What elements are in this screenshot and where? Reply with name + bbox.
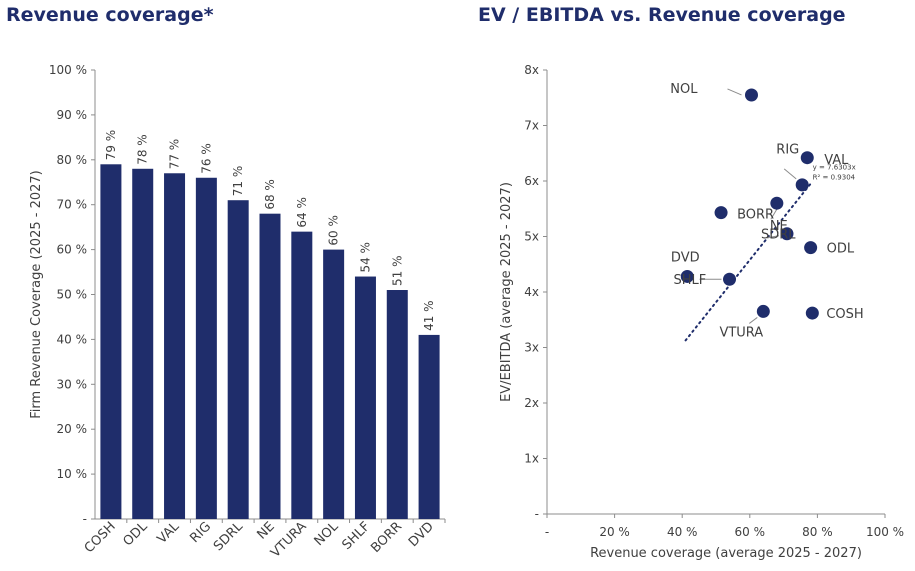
bar-data-label: 78 %: [136, 134, 150, 165]
scatter-y-tick-label: 5x: [524, 230, 539, 244]
scatter-y-tick-label: 2x: [524, 396, 539, 410]
point-leader-line: [766, 235, 780, 239]
scatter-y-tick-label: 1x: [524, 452, 539, 466]
bar-y-tick-label: 60 %: [57, 243, 88, 257]
scatter-y-axis-title: EV/EBITDA (average 2025 - 2027): [499, 182, 514, 402]
bar-y-tick-label: 50 %: [57, 288, 88, 302]
scatter-point: [804, 241, 818, 255]
bar-y-tick-label: 30 %: [57, 377, 88, 391]
scatter-point: [770, 196, 784, 210]
scatter-point-label: BORR: [737, 208, 774, 223]
trendline-r-squared: R² = 0.9304: [813, 174, 856, 182]
bar: [259, 213, 281, 519]
bar-data-label: 76 %: [199, 143, 213, 174]
scatter-point: [714, 206, 728, 220]
scatter-point-label: SDRL: [761, 228, 796, 243]
scatter-x-tick-label: 20 %: [599, 525, 630, 539]
bar-y-tick-label: 70 %: [57, 198, 88, 212]
scatter-point-label: SHLF: [674, 273, 707, 288]
point-leader-line: [783, 168, 797, 180]
bar: [164, 173, 186, 519]
scatter-x-tick-label: 40 %: [667, 525, 698, 539]
bar: [132, 168, 154, 519]
bar-data-label: 64 %: [295, 197, 309, 228]
scatter-x-tick-label: 80 %: [802, 525, 833, 539]
scatter-point: [795, 178, 809, 192]
bar: [386, 290, 408, 519]
point-leader-line: [749, 317, 758, 324]
bar-y-tick-label: 80 %: [57, 153, 88, 167]
scatter-y-tick-label: -: [535, 507, 539, 521]
bar-data-label: 77 %: [168, 139, 182, 170]
scatter-point-label: COSH: [826, 307, 863, 322]
bar-data-label: 79 %: [104, 130, 118, 161]
scatter-point-label: RIG: [776, 143, 799, 158]
bar-y-axis-title: Firm Revenue Coverage (2025 - 2027): [29, 170, 44, 419]
bar-y-tick-label: -: [83, 512, 87, 526]
scatter-x-tick-label: 100 %: [866, 525, 904, 539]
bar: [418, 334, 440, 519]
bar-y-tick-label: 20 %: [57, 422, 88, 436]
scatter-y-tick-label: 3x: [524, 341, 539, 355]
bar-data-label: 60 %: [327, 215, 341, 246]
scatter-point: [744, 88, 758, 102]
scatter-y-tick-label: 7x: [524, 119, 539, 133]
scatter-point-label: VTURA: [719, 325, 763, 340]
scatter-point-label: DVD: [671, 250, 700, 265]
bar-y-tick-label: 40 %: [57, 332, 88, 346]
scatter-point: [723, 272, 737, 286]
scatter-point-label: NOL: [670, 82, 698, 97]
scatter-y-tick-label: 6x: [524, 174, 539, 188]
bar: [354, 276, 376, 519]
bar-data-label: 68 %: [263, 179, 277, 210]
bar-data-label: 41 %: [422, 300, 436, 331]
scatter-y-tick-label: 4x: [524, 285, 539, 299]
bar-chart-title: Revenue coverage*: [6, 4, 214, 26]
scatter-x-tick-label: 60 %: [735, 525, 766, 539]
bar: [323, 249, 345, 519]
scatter-x-axis-title: Revenue coverage (average 2025 - 2027): [590, 546, 862, 561]
bar: [227, 200, 249, 519]
bar: [291, 231, 313, 519]
bar: [195, 177, 217, 519]
bar-y-tick-label: 90 %: [57, 108, 88, 122]
bar: [100, 164, 122, 520]
scatter-point-label: VAL: [824, 153, 849, 168]
scatter-y-tick-label: 8x: [524, 63, 539, 77]
bar-data-label: 54 %: [358, 242, 372, 273]
point-leader-line: [770, 208, 778, 220]
trendline: [684, 182, 812, 342]
bar-y-tick-label: 100 %: [49, 63, 87, 77]
scatter-chart-title: EV / EBITDA vs. Revenue coverage: [478, 4, 846, 26]
scatter-point-label: ODL: [827, 242, 855, 257]
bar-data-label: 51 %: [390, 256, 404, 287]
bar-y-tick-label: 10 %: [57, 467, 88, 481]
scatter-point: [680, 269, 694, 283]
scatter-point: [800, 151, 814, 165]
scatter-x-tick-label: -: [545, 525, 549, 539]
scatter-point: [780, 227, 794, 241]
trendline-equation: y = 7.6303x: [813, 164, 856, 172]
bar-data-label: 71 %: [231, 166, 245, 197]
point-leader-line: [727, 88, 742, 96]
scatter-point: [756, 304, 770, 318]
scatter-point: [805, 306, 819, 320]
